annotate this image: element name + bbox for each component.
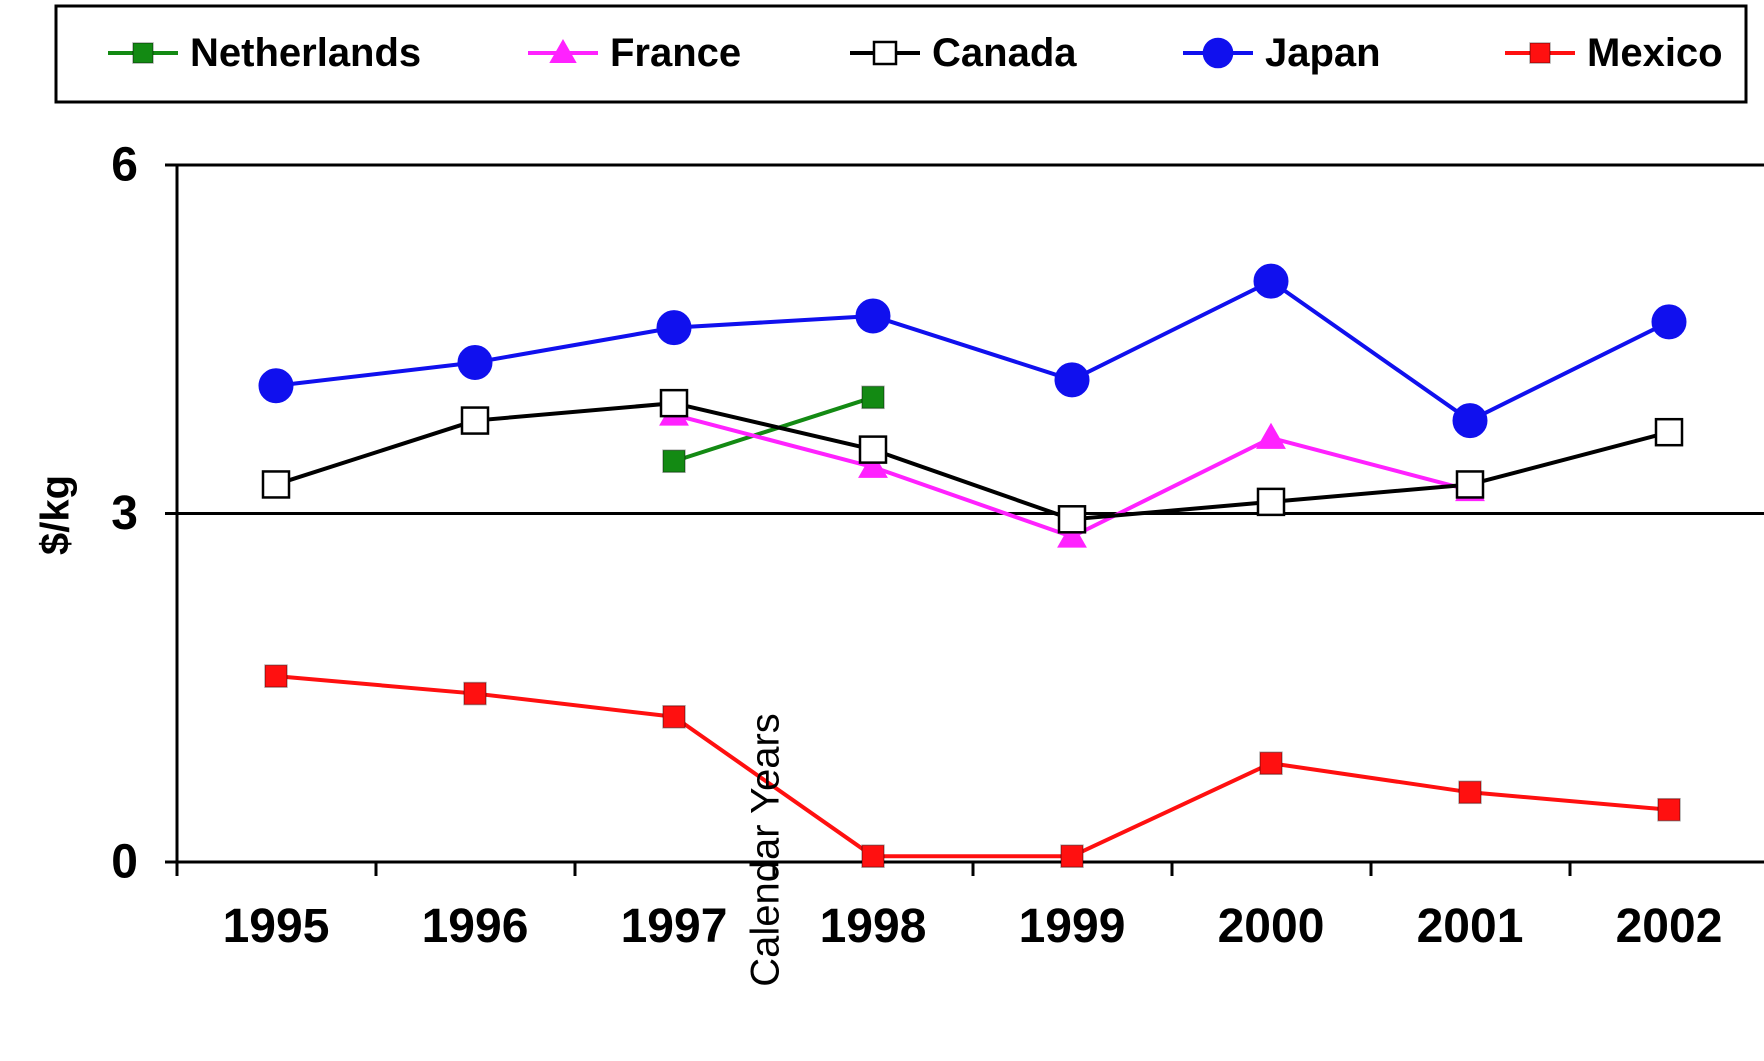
x-tick-label-2002: 2002 (1616, 900, 1723, 953)
point-canada-1999 (1057, 505, 1087, 534)
point-canada-2000 (1256, 487, 1286, 517)
point-france-2000 (1256, 422, 1286, 449)
point-mexico-1997 (662, 705, 686, 729)
point-japan-1996 (457, 344, 493, 380)
point-mexico-1996 (463, 681, 487, 706)
x-tick-label-1999: 1999 (1019, 900, 1126, 953)
legend-label-japan: Japan (1265, 31, 1381, 75)
legend-label-france: France (610, 31, 741, 75)
legend-item-france: France (528, 31, 741, 75)
legend-marker-netherlands (132, 42, 154, 64)
plot-area: 0 3 6 1995 1996 1997 1998 1999 2000 2001 2002 (111, 139, 1764, 953)
point-netherlands-1997 (662, 449, 686, 473)
x-tick-label-1998: 1998 (820, 900, 927, 953)
series-line-canada (275, 401, 1670, 522)
point-japan-1998 (855, 298, 891, 334)
point-japan-2002 (1651, 304, 1687, 340)
legend-item-canada: Canada (850, 31, 1077, 75)
legend: Netherlands France Canada Japan Mexico (54, 4, 1748, 104)
point-japan-2000 (1253, 263, 1289, 299)
point-japan-1997 (656, 310, 692, 346)
point-mexico-1995 (264, 664, 288, 688)
point-mexico-2002 (1657, 797, 1681, 822)
y-tick-label-0: 0 (111, 836, 138, 889)
legend-marker-japan (1202, 37, 1234, 69)
point-canada-1998 (858, 435, 888, 464)
series-line-mexico (275, 674, 1670, 859)
legend-label-canada: Canada (932, 31, 1077, 75)
x-axis-title: Calendar Years (744, 713, 788, 987)
y-tick-label-6: 6 (111, 139, 138, 192)
point-france-1998 (858, 451, 888, 478)
point-canada-1996 (460, 406, 490, 435)
point-canada-1995 (261, 470, 291, 499)
x-tick-label-1996: 1996 (422, 900, 529, 953)
point-japan-1995 (258, 368, 294, 404)
legend-item-netherlands: Netherlands (108, 31, 421, 75)
point-mexico-1998 (861, 844, 885, 868)
legend-marker-france (549, 38, 577, 63)
legend-label-netherlands: Netherlands (190, 31, 421, 75)
legend-item-mexico: Mexico (1505, 31, 1723, 75)
x-tick-label-2001: 2001 (1417, 900, 1524, 953)
point-canada-1997 (659, 388, 689, 418)
legend-marker-canada (872, 40, 898, 66)
x-tick-label-1995: 1995 (223, 900, 330, 953)
point-mexico-2001 (1458, 780, 1482, 805)
x-tick-label-2000: 2000 (1218, 900, 1325, 953)
series-line-japan (275, 279, 1670, 423)
point-france-1999 (1057, 521, 1087, 548)
series-line-netherlands (673, 395, 874, 464)
point-japan-2001 (1452, 403, 1488, 439)
legend-label-mexico: Mexico (1587, 31, 1723, 75)
point-japan-1999 (1054, 362, 1090, 398)
point-mexico-2000 (1259, 751, 1283, 776)
legend-marker-mexico (1529, 42, 1551, 64)
point-mexico-1999 (1060, 844, 1084, 868)
point-canada-2001 (1455, 470, 1485, 499)
point-canada-2002 (1654, 417, 1684, 447)
x-tick-label-1997: 1997 (621, 900, 728, 953)
legend-item-japan: Japan (1183, 31, 1381, 75)
y-axis-title: $/kg (34, 475, 78, 555)
point-netherlands-1998 (861, 385, 885, 410)
y-tick-label-3: 3 (111, 487, 138, 540)
